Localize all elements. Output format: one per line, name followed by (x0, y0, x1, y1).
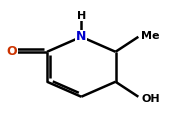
Text: Me: Me (141, 31, 160, 41)
Text: OH: OH (141, 94, 160, 104)
Text: H: H (77, 11, 86, 21)
Text: O: O (7, 45, 17, 58)
Text: N: N (76, 30, 86, 43)
